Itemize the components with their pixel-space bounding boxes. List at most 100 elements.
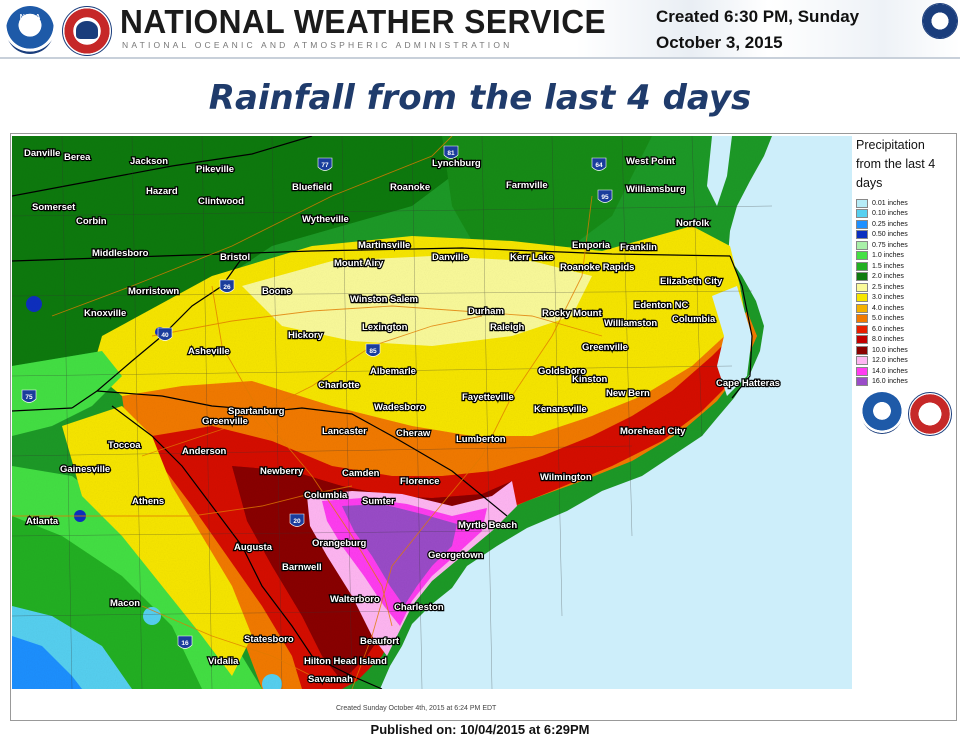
city-label: New Bern — [606, 388, 650, 399]
legend: Precipitation from the last 4 days 0.01 … — [854, 136, 950, 556]
city-label: Atlanta — [26, 516, 59, 527]
noaa-logo-icon — [861, 392, 903, 434]
created-timestamp: Created 6:30 PM, Sunday October 3, 2015 — [656, 4, 859, 56]
legend-label: 16.0 inches — [872, 378, 908, 386]
county-line — [12, 205, 773, 617]
city-label: Kinston — [572, 374, 608, 385]
city-label: Morehead City — [620, 426, 686, 437]
legend-label: 0.75 inches — [872, 241, 908, 249]
interstate-shield: 40 — [157, 327, 173, 341]
city-label: Hickory — [288, 330, 324, 341]
legend-item: 2.5 inches — [854, 282, 950, 293]
city-label: Lumberton — [456, 434, 506, 445]
city-label: Sumter — [362, 496, 395, 507]
legend-swatch — [856, 209, 868, 219]
legend-item: 0.10 inches — [854, 209, 950, 220]
page-title: Rainfall from the last 4 days — [208, 78, 752, 118]
highways — [12, 136, 603, 689]
interstate-85 — [141, 315, 483, 457]
interstate-81 — [51, 136, 453, 317]
shield-number: 40 — [161, 332, 169, 339]
legend-label: 3.0 inches — [872, 294, 904, 302]
shield-number: 16 — [181, 640, 189, 647]
legend-label: 10.0 inches — [872, 346, 908, 354]
legend-item: 1.0 inches — [854, 251, 950, 262]
rainfall-map[interactable]: 77 81 64 95 26 40 85 75 20 16 Danville B… — [12, 136, 852, 689]
nws-logo-icon — [908, 392, 952, 436]
interstate-shield: 64 — [591, 157, 607, 171]
city-label: Goldsboro — [538, 366, 586, 377]
city-label: Augusta — [234, 542, 273, 553]
published-timestamp: Published on: 10/04/2015 at 6:29PM — [370, 722, 590, 737]
legend-swatch — [856, 272, 868, 282]
city-label: Asheville — [188, 346, 230, 357]
city-label: Cape Hatteras — [716, 378, 780, 389]
county-line — [61, 136, 703, 689]
shield-number: 64 — [595, 162, 603, 169]
pamlico-sound — [712, 286, 752, 396]
city-label: Elizabeth City — [660, 276, 723, 287]
interstate-16 — [141, 605, 313, 677]
legend-label: 0.25 inches — [872, 220, 908, 228]
legend-item: 14.0 inches — [854, 366, 950, 377]
legend-item: 16.0 inches — [854, 377, 950, 388]
legend-swatch — [856, 335, 868, 345]
city-label: Columbia — [304, 490, 348, 501]
shield-number: 85 — [369, 348, 377, 355]
city-label: Morristown — [128, 286, 179, 297]
city-label: Middlesboro — [92, 248, 149, 259]
legend-label: 12.0 inches — [872, 357, 908, 365]
city-label: Georgetown — [428, 550, 484, 561]
shield-number: 20 — [293, 518, 301, 525]
city-label: Orangeburg — [312, 538, 367, 549]
agency-subtitle: NATIONAL OCEANIC AND ATMOSPHERIC ADMINIS… — [122, 40, 513, 50]
legend-label: 2.0 inches — [872, 273, 904, 281]
city-label: Cheraw — [396, 428, 431, 439]
interstate-shield: 26 — [219, 279, 235, 293]
city-label: Bristol — [220, 252, 250, 263]
precip-0-25in-ga — [12, 636, 82, 689]
interstate-shield: 77 — [317, 157, 333, 171]
city-label: Rocky Mount — [542, 308, 602, 319]
interstate-shield: 75 — [21, 389, 37, 403]
city-label: Williamston — [604, 318, 657, 329]
legend-swatch — [856, 324, 868, 334]
city-label: Toccoa — [108, 440, 141, 451]
border-va-nc — [12, 247, 731, 262]
city-label: Kerr Lake — [510, 252, 554, 263]
city-label: Florence — [400, 476, 440, 487]
interstate-shield: 85 — [365, 343, 381, 357]
legend-swatch — [856, 303, 868, 313]
legend-label: 1.0 inches — [872, 252, 904, 260]
city-label: Gainesville — [60, 464, 110, 475]
legend-label: 6.0 inches — [872, 325, 904, 333]
city-label: Spartanburg — [228, 406, 285, 417]
precip-0-25in-spot — [143, 607, 161, 625]
commerce-dept-seal-icon — [922, 3, 958, 39]
city-label: Mount Airy — [334, 258, 384, 269]
legend-items: 0.01 inches 0.10 inches 0.25 inches 0.50 in… — [854, 198, 950, 387]
legend-item: 6.0 inches — [854, 324, 950, 335]
interstate-shields: 77 81 64 95 26 40 85 75 20 16 — [21, 145, 613, 649]
city-label: Jackson — [130, 156, 168, 167]
legend-item: 0.25 inches — [854, 219, 950, 230]
border-tn-ga — [12, 407, 73, 412]
city-label: Columbia — [672, 314, 716, 325]
city-label: Berea — [64, 152, 91, 163]
precip-3in-sc — [62, 406, 252, 676]
noaa-logo-icon: NOAA — [6, 6, 54, 54]
city-label: Somerset — [32, 202, 76, 213]
city-label: Statesboro — [244, 634, 294, 645]
city-label: Raleigh — [490, 322, 525, 333]
city-label: Durham — [468, 306, 504, 317]
precip-0-25in-spot — [262, 674, 282, 689]
nws-bird-icon — [76, 21, 98, 39]
city-label: Hazard — [146, 186, 178, 197]
city-label: Danville — [24, 148, 60, 159]
city-label: Roanoke Rapids — [560, 262, 634, 273]
chesapeake-bay — [707, 136, 732, 206]
interstate-20 — [12, 485, 353, 517]
legend-label: 1.5 inches — [872, 262, 904, 270]
precip-16in-area — [342, 504, 457, 606]
legend-label: 0.01 inches — [872, 199, 908, 207]
